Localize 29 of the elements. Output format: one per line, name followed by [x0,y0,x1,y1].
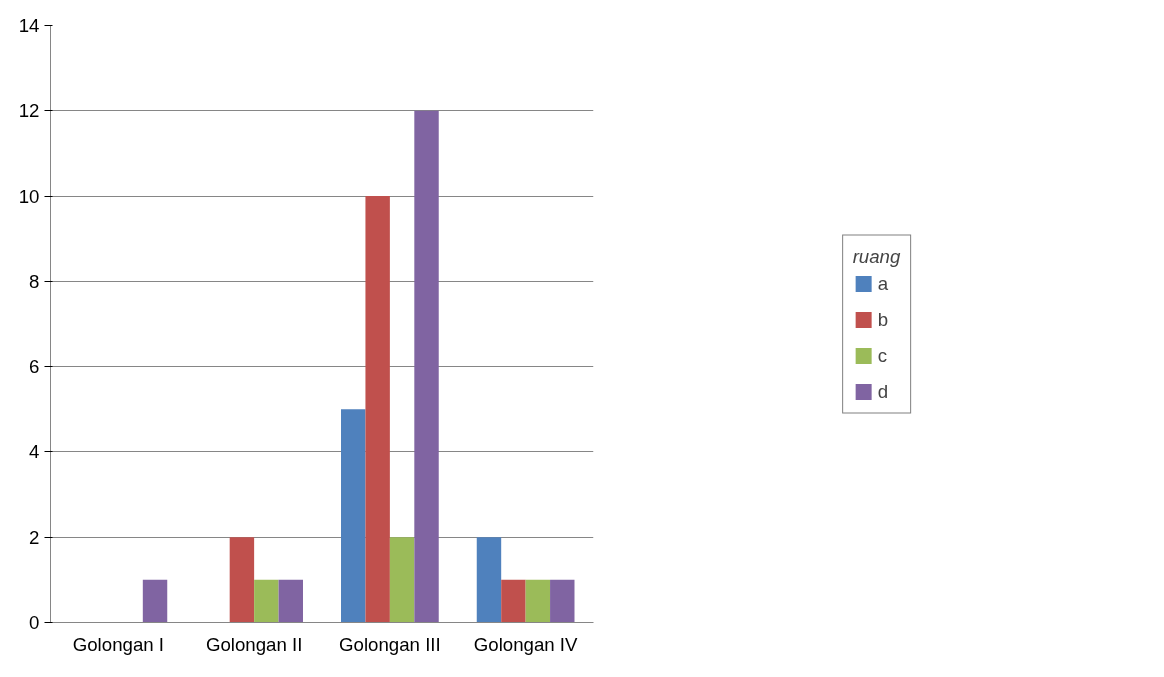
y-tick-label: 10 [18,185,40,207]
y-tick-label: 2 [29,526,40,548]
x-tick-label: Golongan III [339,633,441,655]
legend-label: c [877,344,888,366]
legend-title: ruang [852,245,901,267]
y-tick-label: 12 [18,100,40,122]
bar [550,579,575,623]
legend-label: b [877,308,890,330]
x-tick-label: Golongan IV [473,633,579,655]
y-tick-label: 4 [29,441,40,463]
bar [414,110,439,623]
bar [254,579,279,623]
bar [229,537,255,623]
bar [365,196,390,623]
bar [525,579,551,623]
bar [389,537,415,623]
bar [278,579,303,623]
legend-label: a [877,272,890,294]
y-tick-label: 6 [29,356,40,378]
y-tick-label: 14 [18,15,40,36]
legend-label: d [877,380,890,402]
bar [142,579,168,623]
bar [501,579,526,623]
bar [341,409,366,623]
x-tick-label: Golongan II [205,633,303,655]
bar [476,537,502,623]
y-tick-label: 0 [29,612,40,633]
y-tick-label: 8 [29,270,40,292]
x-tick-label: Golongan I [72,633,165,655]
